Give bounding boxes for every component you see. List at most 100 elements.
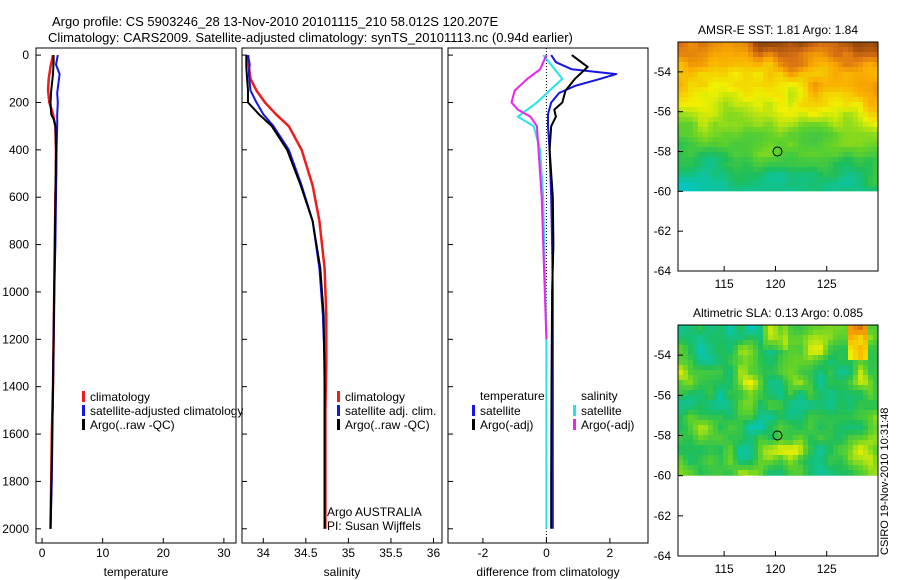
heatmap-cell — [743, 72, 749, 78]
heatmap-cell — [808, 435, 814, 441]
heatmap-cell — [708, 92, 714, 98]
heatmap-cell — [753, 137, 759, 143]
heatmap-cell — [868, 390, 874, 396]
heatmap-cell — [778, 345, 784, 351]
heatmap-cell — [683, 147, 689, 153]
heatmap-cell — [773, 167, 779, 173]
heatmap-cell — [703, 435, 709, 441]
heatmap-cell — [773, 440, 779, 446]
heatmap-cell — [748, 360, 754, 366]
heatmap-cell — [708, 177, 714, 183]
heatmap-cell — [713, 47, 719, 53]
heatmap-cell — [773, 77, 779, 83]
heatmap-cell — [748, 152, 754, 158]
heatmap-cell — [723, 370, 729, 376]
heatmap-cell — [678, 117, 684, 123]
heatmap-cell — [793, 112, 799, 118]
heatmap-cell — [838, 470, 844, 476]
heatmap-cell — [703, 375, 709, 381]
heatmap-cell — [838, 350, 844, 356]
chart-temperature: 0 10 20 30020040060080010001200140016001800… — [2, 47, 243, 579]
heatmap-cell — [768, 112, 774, 118]
heatmap-cell — [863, 137, 869, 143]
heatmap-cell — [723, 112, 729, 118]
heatmap-cell — [798, 132, 804, 138]
heatmap-cell — [853, 42, 859, 48]
heatmap-cell — [793, 420, 799, 426]
heatmap-cell — [703, 187, 709, 192]
heatmap-cell — [683, 97, 689, 103]
y-tick-label: -56 — [654, 388, 672, 402]
heatmap-cell — [813, 82, 819, 88]
heatmap-cell — [748, 177, 754, 183]
heatmap-cell — [788, 172, 794, 178]
heatmap-cell — [733, 360, 739, 366]
heatmap-cell — [808, 375, 814, 381]
heatmap-cell — [768, 405, 774, 411]
heatmap-cell — [813, 152, 819, 158]
heatmap-cell — [738, 440, 744, 446]
heatmap-cell — [758, 330, 764, 336]
heatmap-cell — [868, 475, 874, 476]
heatmap-cell — [803, 410, 809, 416]
heatmap-cell — [803, 72, 809, 78]
heatmap-cell — [853, 370, 859, 376]
heatmap-cell — [853, 57, 859, 63]
heatmap-cell — [688, 67, 694, 73]
heatmap-cell — [778, 415, 784, 421]
heatmap-cell — [773, 415, 779, 421]
heatmap-cell — [723, 67, 729, 73]
heatmap-cell — [848, 82, 854, 88]
heatmap-cell — [828, 182, 834, 188]
heatmap-cell — [718, 102, 724, 108]
heatmap-cell — [763, 72, 769, 78]
heatmap-cell — [753, 375, 759, 381]
heatmap-cell — [698, 360, 704, 366]
x-tick-label: 2 — [607, 546, 614, 560]
heatmap-cell — [873, 142, 878, 148]
heatmap-cell — [743, 42, 749, 48]
heatmap-cell — [793, 127, 799, 133]
heatmap-cell — [868, 117, 874, 123]
heatmap-cell — [683, 52, 689, 58]
heatmap-cell — [808, 172, 814, 178]
heatmap-cell — [713, 440, 719, 446]
heatmap-cell — [798, 167, 804, 173]
heatmap-cell — [743, 67, 749, 73]
heatmap-cell — [873, 400, 878, 406]
heatmap-cell — [688, 177, 694, 183]
heatmap-cell — [733, 137, 739, 143]
heatmap-cell — [693, 87, 699, 93]
heatmap-cell — [823, 72, 829, 78]
heatmap-cell — [853, 355, 859, 361]
heatmap-cell — [678, 87, 684, 93]
heatmap-cell — [753, 380, 759, 386]
heatmap-cell — [813, 430, 819, 436]
heatmap-cell — [843, 132, 849, 138]
heatmap-cell — [733, 92, 739, 98]
heatmap-cell — [803, 425, 809, 431]
heatmap-cell — [743, 97, 749, 103]
heatmap-cell — [748, 132, 754, 138]
heatmap-cell — [703, 107, 709, 113]
heatmap-cell — [828, 132, 834, 138]
heatmap-cell — [808, 365, 814, 371]
x-tick-label: 10 — [96, 546, 110, 560]
heatmap-cell — [753, 57, 759, 63]
heatmap-cell — [848, 355, 854, 361]
heatmap-cell — [688, 350, 694, 356]
heatmap-cell — [733, 445, 739, 451]
heatmap-cell — [848, 112, 854, 118]
heatmap-cell — [813, 187, 819, 192]
heatmap-cell — [823, 345, 829, 351]
heatmap-cell — [763, 67, 769, 73]
heatmap-cell — [773, 42, 779, 48]
heatmap-cell — [788, 325, 794, 331]
heatmap-cell — [763, 450, 769, 456]
heatmap-cell — [738, 177, 744, 183]
heatmap-cell — [728, 345, 734, 351]
heatmap-cell — [693, 182, 699, 188]
heatmap-cell — [773, 187, 779, 192]
heatmap-cell — [783, 92, 789, 98]
heatmap-cell — [843, 425, 849, 431]
